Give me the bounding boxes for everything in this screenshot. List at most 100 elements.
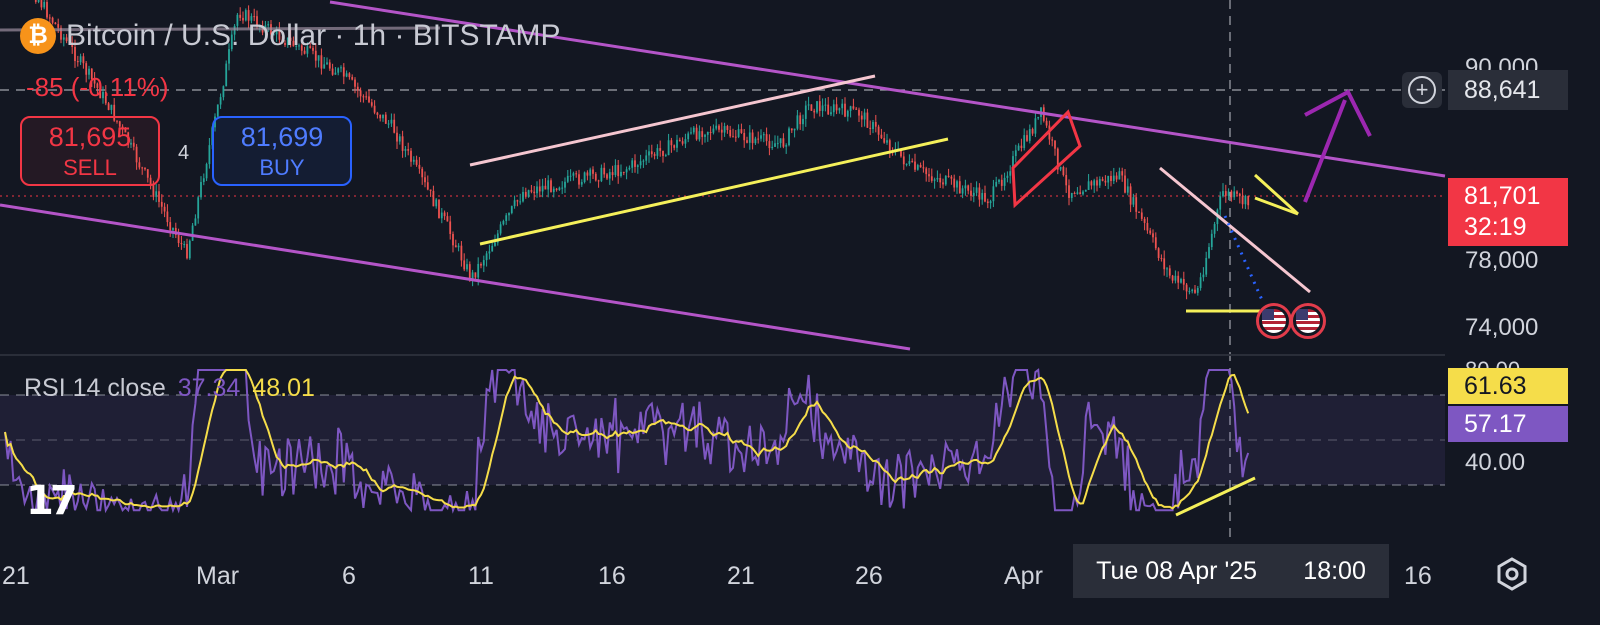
- candle-body: [488, 251, 491, 254]
- candle-body: [1224, 191, 1227, 196]
- channel-lower-line: [0, 203, 911, 351]
- candle-body: [1241, 196, 1244, 205]
- candle-body: [180, 243, 183, 245]
- symbol-title[interactable]: Bitcoin / U.S. Dollar · 1h · BITSTAMP: [66, 19, 561, 52]
- candle-body: [292, 40, 295, 47]
- rsi-tick: 40.00: [1465, 449, 1525, 476]
- candle-body: [970, 190, 972, 196]
- candle-body: [1166, 268, 1168, 270]
- us-flag-icon[interactable]: [1256, 303, 1292, 339]
- candle-body: [802, 118, 804, 125]
- candle-body: [860, 115, 863, 120]
- candle-body: [342, 67, 345, 77]
- candle-body: [659, 148, 662, 151]
- buy-button[interactable]: 81,699 BUY: [212, 116, 352, 186]
- symbol-header[interactable]: ₿ Bitcoin / U.S. Dollar · 1h · BITSTAMP: [20, 18, 561, 54]
- candle-body: [1059, 167, 1062, 170]
- candle-body: [496, 233, 499, 243]
- candle-body: [113, 104, 116, 121]
- candle-body: [415, 159, 418, 165]
- candle-body: [550, 180, 552, 193]
- candle-body: [877, 126, 880, 135]
- rising-channel-bottom: [479, 137, 949, 246]
- candle-body: [312, 47, 314, 51]
- us-flag-icon[interactable]: [1290, 303, 1326, 339]
- rsi-divergence-line: [1175, 476, 1256, 517]
- candle-body: [701, 131, 704, 137]
- sell-button[interactable]: 81,695 SELL: [20, 116, 160, 186]
- candle-body: [1087, 181, 1090, 190]
- candle-body: [340, 67, 342, 69]
- candle-body: [309, 46, 312, 48]
- candle-body: [835, 104, 838, 111]
- candle-body: [351, 77, 354, 80]
- candle-body: [71, 42, 74, 48]
- candle-body: [88, 68, 90, 75]
- candle-body: [1006, 175, 1009, 178]
- candle-body: [561, 187, 564, 189]
- add-alert-button[interactable]: +: [1402, 72, 1442, 108]
- candle-body: [216, 104, 219, 117]
- candle-body: [631, 160, 634, 168]
- candle-body: [65, 37, 68, 42]
- candle-body: [740, 129, 743, 133]
- candle-body: [1034, 118, 1037, 134]
- gear-icon[interactable]: [1494, 556, 1530, 592]
- candle-body: [1188, 291, 1191, 293]
- candle-body: [40, 0, 43, 8]
- candle-body: [1073, 193, 1076, 195]
- rsi-legend[interactable]: RSI 14 close 37.34 48.01: [24, 374, 315, 403]
- candle-body: [1191, 289, 1194, 292]
- candle-body: [76, 61, 79, 63]
- candle-body: [421, 168, 424, 178]
- candle-body: [964, 185, 967, 189]
- candle-body: [144, 167, 146, 170]
- candle-body: [1056, 148, 1059, 170]
- time-axis[interactable]: 21 Mar 6 11 16 21 26 Apr 16: [2, 562, 1432, 590]
- candle-body: [502, 220, 505, 225]
- candle-body: [74, 47, 76, 62]
- pennant-top: [1253, 173, 1300, 216]
- candle-body: [356, 86, 359, 91]
- candle-body: [821, 105, 824, 111]
- candle-body: [1045, 120, 1048, 126]
- candle-body: [37, 0, 40, 2]
- candle-body: [950, 176, 953, 179]
- candle-body: [1247, 195, 1250, 206]
- candle-body: [244, 10, 247, 21]
- candle-body: [345, 73, 348, 77]
- candle-body: [1177, 275, 1180, 283]
- candle-body: [986, 201, 989, 204]
- candle-body: [589, 169, 592, 176]
- candle-body: [818, 101, 821, 111]
- candle-body: [544, 185, 547, 190]
- candle-body: [152, 184, 155, 197]
- candle-body: [1012, 156, 1014, 172]
- candle-body: [390, 119, 393, 124]
- candle-body: [718, 125, 720, 130]
- candle-body: [768, 141, 771, 149]
- candle-body: [191, 225, 194, 241]
- candle-body: [200, 181, 202, 198]
- candle-body: [130, 142, 132, 145]
- plus-circle-icon: +: [1408, 76, 1436, 104]
- rsi-value-label: 57.17: [1448, 406, 1568, 442]
- candle-body: [1000, 179, 1003, 186]
- candle-body: [468, 264, 471, 279]
- candle-body: [253, 16, 256, 18]
- candle-body: [732, 136, 734, 138]
- candle-body: [1160, 257, 1163, 259]
- candle-body: [239, 14, 242, 18]
- candle-body: [1079, 192, 1082, 195]
- candle-body: [967, 185, 970, 191]
- candle-body: [435, 199, 438, 207]
- candle-body: [132, 142, 135, 147]
- candle-body: [1031, 129, 1034, 134]
- tradingview-logo[interactable]: 17: [26, 478, 78, 524]
- candle-body: [169, 222, 172, 231]
- buy-label: BUY: [259, 154, 305, 180]
- candle-body: [804, 105, 807, 119]
- candle-body: [1180, 278, 1182, 283]
- candle-body: [124, 128, 127, 133]
